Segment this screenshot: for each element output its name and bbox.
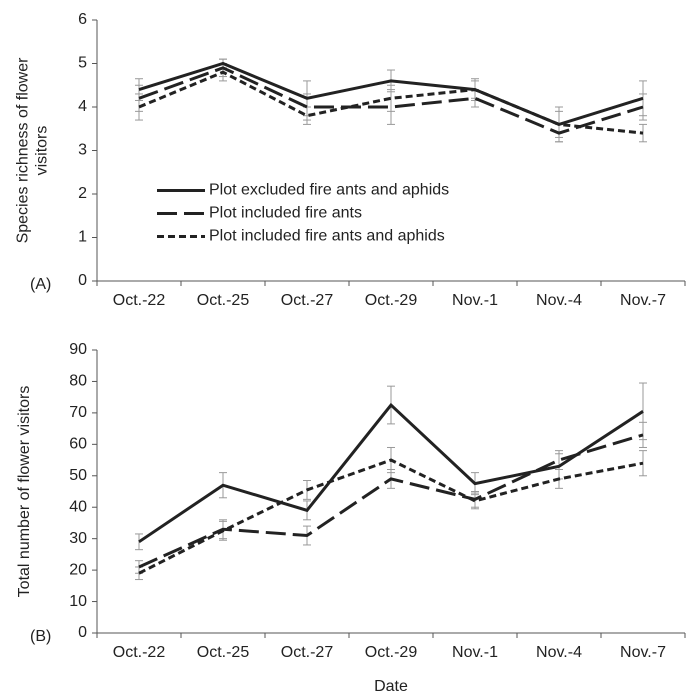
- y-tick-label: 80: [69, 373, 87, 390]
- y-tick-label: 40: [69, 498, 87, 515]
- x-tick-label: Nov.-1: [452, 292, 498, 309]
- y-tick-label: 20: [69, 561, 87, 578]
- y-tick-label: 90: [69, 341, 87, 358]
- y-tick-label: 0: [78, 272, 87, 289]
- y-tick-label: 2: [78, 185, 87, 202]
- y-tick-label: 3: [78, 142, 87, 159]
- x-tick-label: Oct.-25: [197, 292, 250, 309]
- series-line: [138, 402, 644, 544]
- x-tick-label: Nov.-7: [620, 644, 666, 661]
- legend-label: Plot included fire ants: [209, 205, 362, 222]
- x-tick-label: Oct.-22: [113, 644, 166, 661]
- y-axis-title: Species richness of flower: [15, 57, 32, 244]
- x-tick-label: Oct.-27: [281, 292, 334, 309]
- x-tick-label: Oct.-29: [365, 292, 418, 309]
- x-tick-label: Oct.-22: [113, 292, 166, 309]
- y-tick-label: 30: [69, 530, 87, 547]
- x-tick-label: Oct.-27: [281, 644, 334, 661]
- y-tick-label: 60: [69, 436, 87, 453]
- y-tick-label: 6: [78, 11, 87, 28]
- x-tick-label: Nov.-1: [452, 644, 498, 661]
- y-tick-label: 10: [69, 593, 87, 610]
- x-tick-label: Oct.-25: [197, 644, 250, 661]
- x-tick-label: Nov.-7: [620, 292, 666, 309]
- x-tick-label: Nov.-4: [536, 292, 582, 309]
- y-tick-label: 70: [69, 404, 87, 421]
- y-axis-title: Total number of flower visitors: [16, 386, 33, 598]
- legend-label: Plot included fire ants and aphids: [209, 228, 445, 245]
- series-line: [138, 458, 644, 575]
- y-tick-label: 50: [69, 467, 87, 484]
- panel-label: (A): [30, 276, 51, 293]
- x-axis-title: Date: [374, 678, 408, 695]
- x-tick-label: Nov.-4: [536, 644, 582, 661]
- y-tick-label: 5: [78, 55, 87, 72]
- panel-label: (B): [30, 628, 51, 645]
- legend-label: Plot excluded fire ants and aphids: [209, 182, 449, 199]
- y-tick-label: 4: [78, 98, 87, 115]
- y-axis-title: visitors: [34, 126, 51, 176]
- y-tick-label: 1: [78, 229, 87, 246]
- y-tick-label: 0: [78, 624, 87, 641]
- x-tick-label: Oct.-29: [365, 644, 418, 661]
- series-line: [138, 70, 644, 135]
- series-line: [138, 66, 644, 135]
